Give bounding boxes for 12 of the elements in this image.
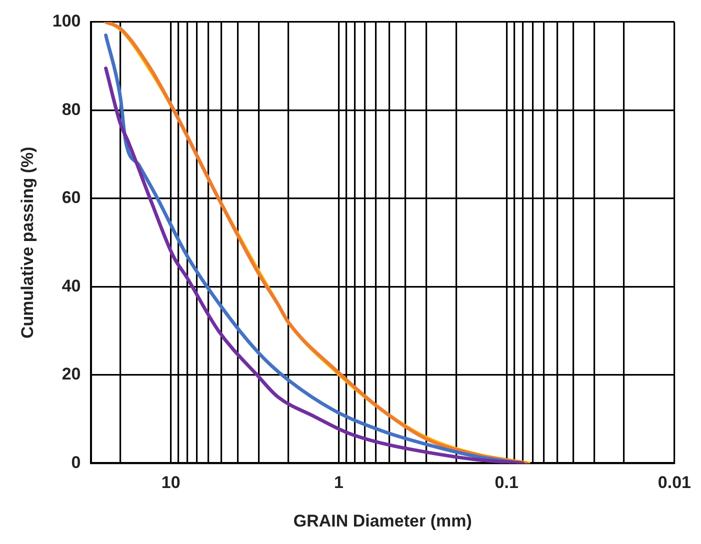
y-tick-label: 60: [62, 188, 81, 208]
y-tick-label: 20: [62, 364, 81, 384]
y-axis-title: Cumulative passing (%): [18, 146, 37, 338]
x-axis-title: GRAIN Diameter (mm): [293, 511, 472, 530]
y-tick-label: 40: [62, 276, 81, 296]
x-tick-label: 0.01: [658, 473, 692, 492]
y-tick-label: 100: [52, 12, 81, 31]
x-tick-label: 0.1: [494, 473, 518, 492]
y-tick-label: 0: [71, 452, 81, 472]
y-tick-label: 80: [62, 100, 81, 119]
x-tick-label: 1: [334, 473, 344, 492]
x-tick-label: 10: [161, 473, 180, 492]
